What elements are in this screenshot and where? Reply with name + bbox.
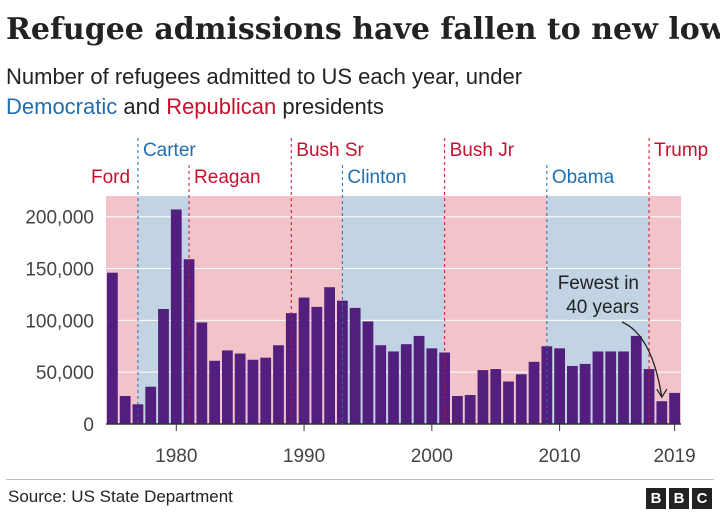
bbc-logo-letter: B xyxy=(669,488,689,509)
subtitle-text: Number of refugees admitted to US each y… xyxy=(6,64,523,89)
footer-divider xyxy=(6,479,714,480)
president-label: Clinton xyxy=(347,167,406,188)
y-tick-label: 50,000 xyxy=(36,363,94,384)
president-label: Trump xyxy=(654,140,708,161)
bbc-logo-letter: B xyxy=(646,488,666,509)
x-tick-label: 1990 xyxy=(283,446,325,467)
bar xyxy=(656,401,668,424)
bar xyxy=(196,322,208,424)
bar xyxy=(464,394,476,424)
president-label: Obama xyxy=(552,167,615,188)
source-note: Source: US State Department xyxy=(8,487,233,506)
bar xyxy=(400,344,412,424)
y-tick-label: 200,000 xyxy=(25,208,94,229)
bar xyxy=(452,396,463,424)
annotation-text: Fewest in xyxy=(558,273,639,294)
subtitle-and: and xyxy=(117,94,167,119)
bar xyxy=(209,360,220,424)
subtitle-presidents: presidents xyxy=(276,94,384,119)
bar xyxy=(477,370,489,424)
president-label: Reagan xyxy=(194,167,261,188)
bar xyxy=(490,369,502,424)
bar xyxy=(567,365,578,424)
bar xyxy=(260,357,272,424)
x-tick-label: 2000 xyxy=(411,446,453,467)
bar xyxy=(630,335,642,424)
refugee-bar-chart: 0 50,000 100,000 150,000 200,000 1980 1990 2000… xyxy=(25,138,708,467)
bar xyxy=(618,351,629,424)
subtitle-democratic: Democratic xyxy=(6,94,118,119)
chart-subtitle: Number of refugees admitted to US each y… xyxy=(6,62,706,122)
bar xyxy=(515,374,527,424)
subtitle-republican: Republican xyxy=(166,94,277,119)
bar xyxy=(107,272,118,424)
bar xyxy=(337,300,348,424)
bar xyxy=(119,396,131,424)
x-tick-label: 2010 xyxy=(538,446,580,467)
bar xyxy=(554,348,565,424)
bbc-logo: B B C xyxy=(646,488,712,509)
bar xyxy=(170,209,182,424)
bbc-logo-letter: C xyxy=(692,488,712,509)
bar xyxy=(388,351,399,424)
bar xyxy=(528,361,540,424)
bar xyxy=(413,335,425,424)
annotation-text: 40 years xyxy=(566,297,639,318)
bar xyxy=(158,308,169,424)
bar xyxy=(145,386,157,424)
president-label: Bush Jr xyxy=(450,140,515,161)
bar xyxy=(298,297,310,424)
bar xyxy=(349,307,361,424)
x-tick-label: 2019 xyxy=(653,446,695,467)
chart-title: Refugee admissions have fallen to new lo… xyxy=(6,12,720,47)
bar xyxy=(324,287,335,424)
y-tick-label: 150,000 xyxy=(25,260,94,281)
bar xyxy=(426,348,438,424)
bar xyxy=(592,351,604,424)
annotation-arrow xyxy=(621,321,663,398)
bar xyxy=(247,359,259,424)
president-label: Bush Sr xyxy=(296,140,364,161)
bar xyxy=(503,381,514,424)
annotation-arrowhead xyxy=(656,388,668,399)
y-tick-label: 0 xyxy=(83,415,94,436)
bar xyxy=(669,392,680,424)
bar xyxy=(362,321,374,424)
bar xyxy=(234,353,246,424)
bar xyxy=(273,345,284,424)
y-tick-label: 100,000 xyxy=(25,311,94,332)
bar xyxy=(375,345,387,424)
bar xyxy=(311,306,323,424)
bar xyxy=(541,346,553,424)
president-label: Carter xyxy=(143,140,196,161)
x-tick-label: 1980 xyxy=(155,446,197,467)
president-label: Ford xyxy=(91,167,130,188)
bar xyxy=(439,352,450,424)
bar xyxy=(222,350,233,424)
bar xyxy=(605,351,617,424)
bar xyxy=(579,363,591,424)
